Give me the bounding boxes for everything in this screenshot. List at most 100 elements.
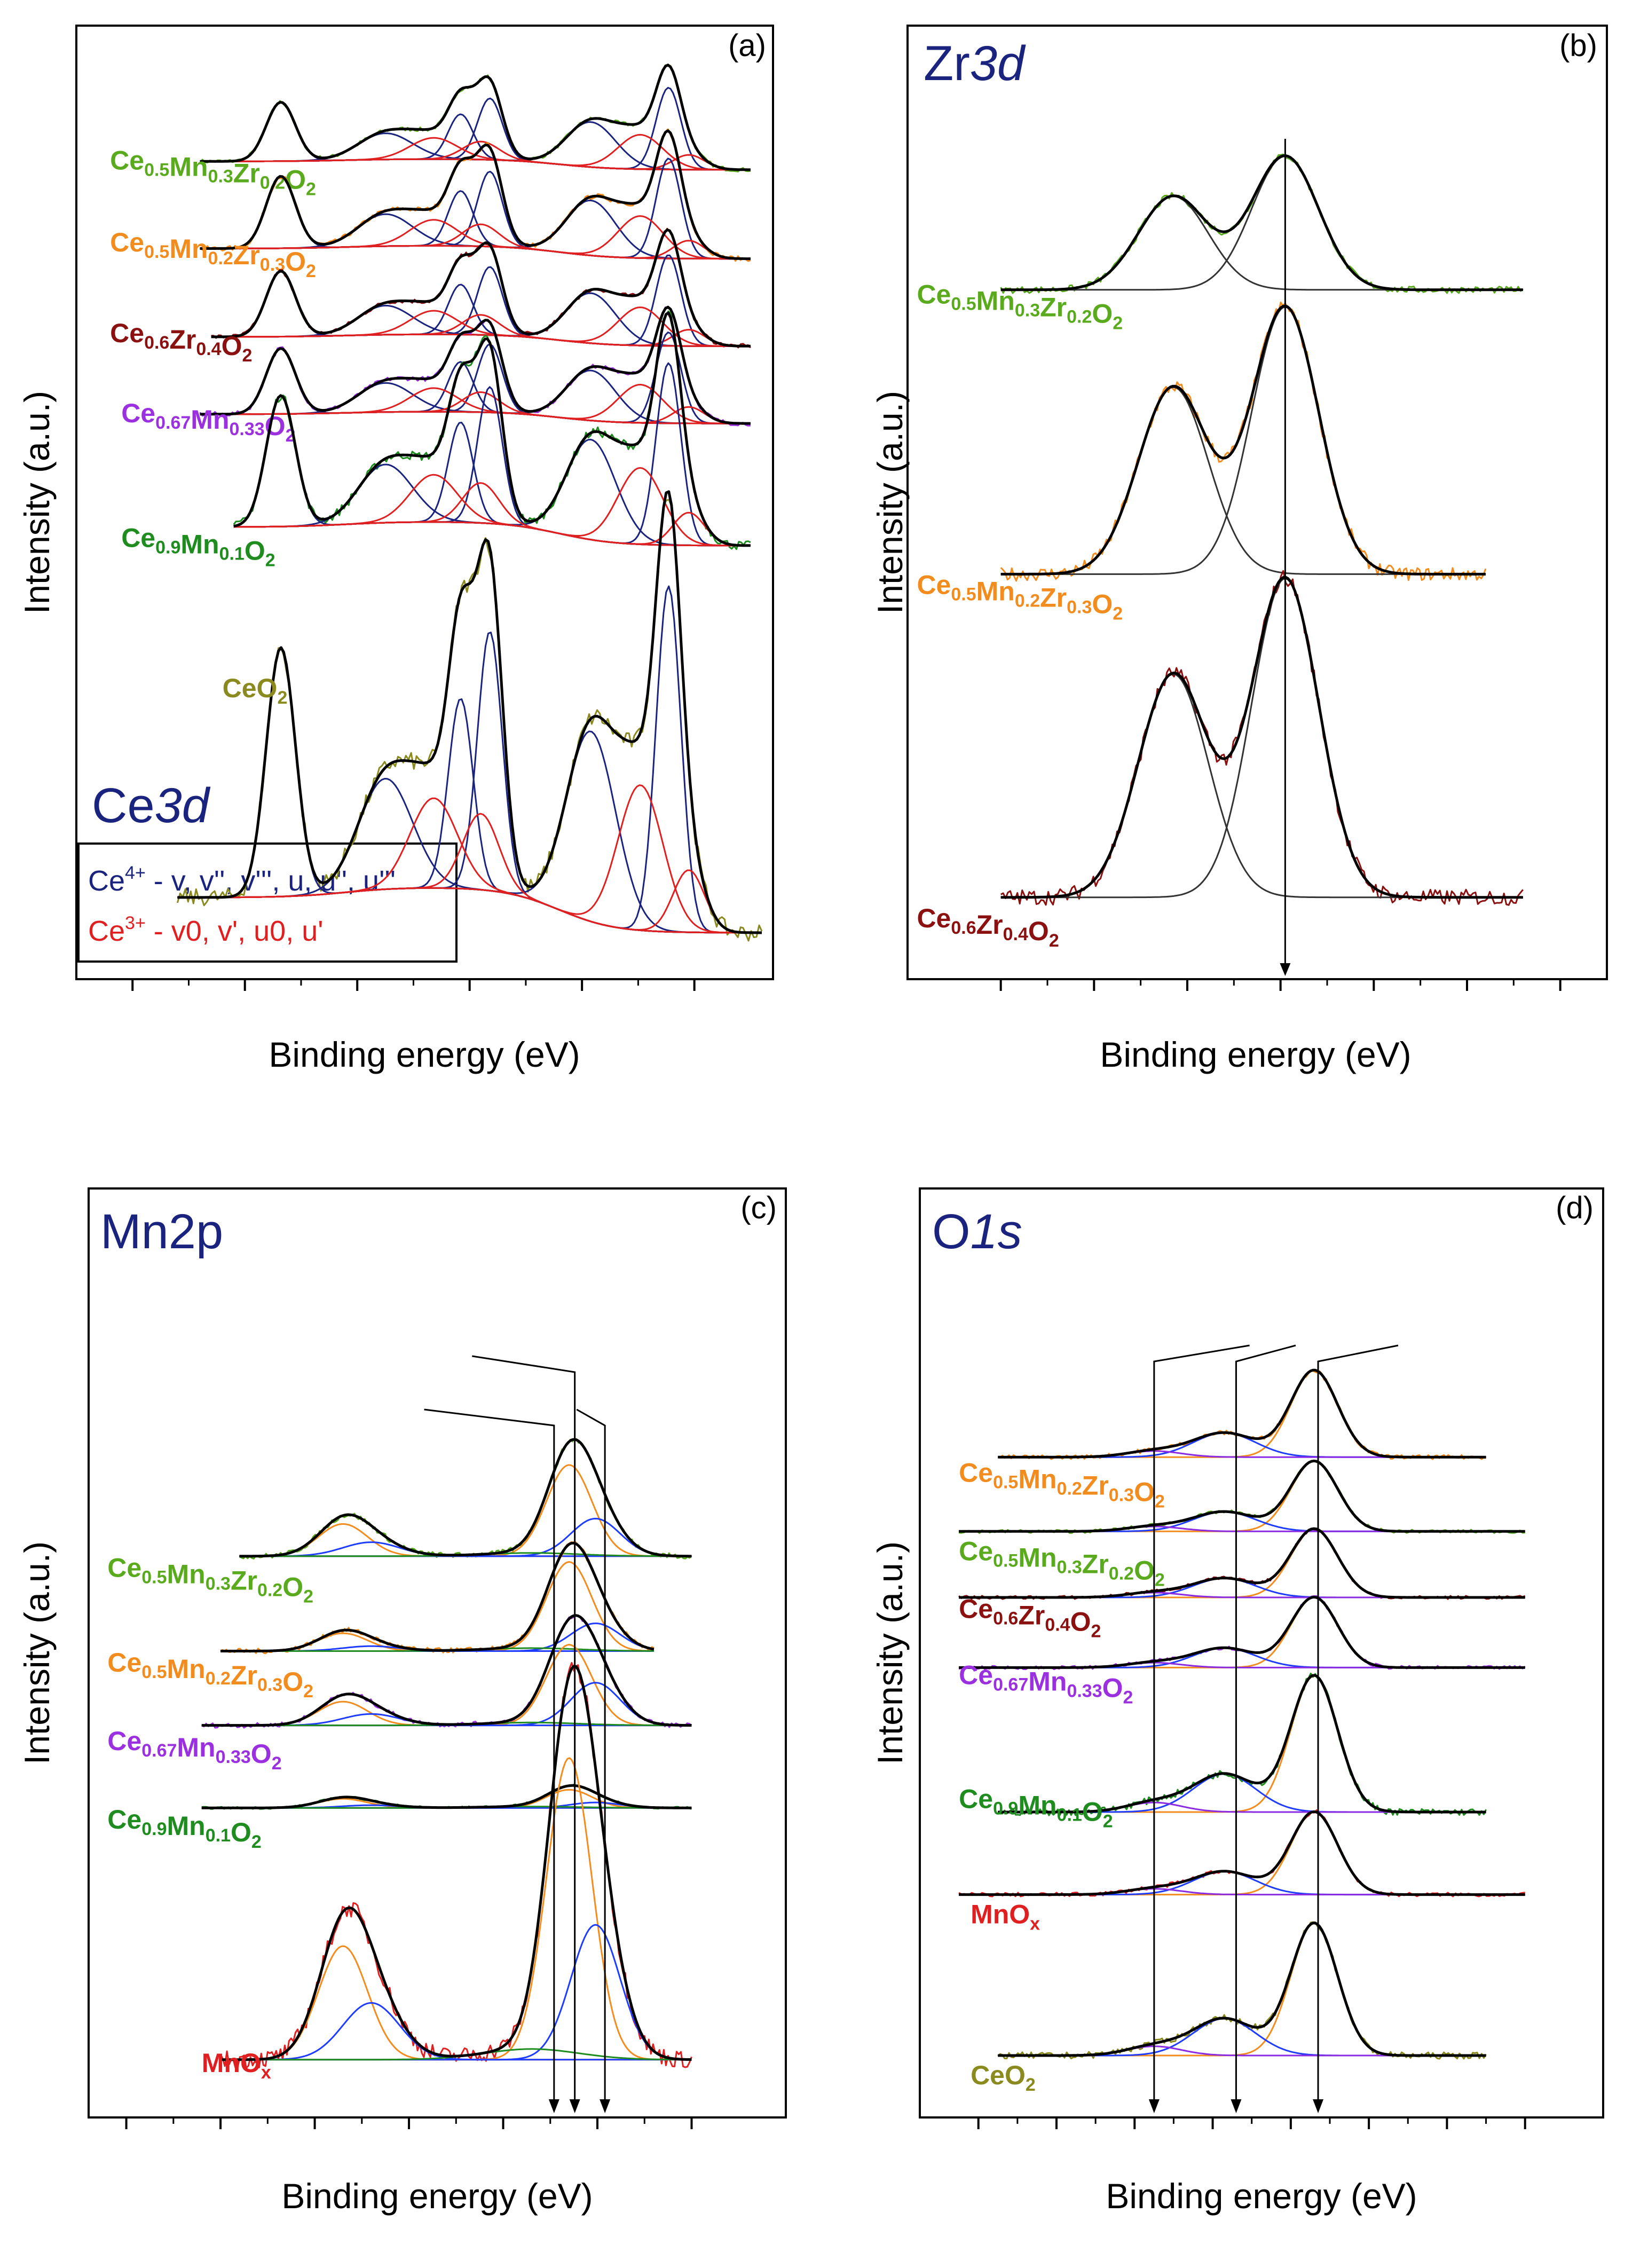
series-label-part: 0.4: [1045, 1615, 1070, 1635]
series-label: Ce0.5Mn0.2Zr0.3O2: [959, 1458, 1165, 1512]
series-label-part: O: [285, 164, 306, 194]
series-label-part: Zr: [1018, 1601, 1045, 1631]
series-label-part: 2: [272, 1753, 282, 1774]
legend: Ce4+ - v, v'', v''', u, u'', u''' Ce3+ -…: [77, 842, 458, 963]
mn2-component: [220, 2002, 692, 2061]
series-label-part: 0.4: [1003, 924, 1028, 944]
panel-a: (a) Intensity (a.u.) Binding energy (eV)…: [17, 25, 774, 1074]
series-label-part: 2: [303, 1681, 313, 1702]
series-label-part: 2: [1103, 1811, 1113, 1831]
series-label: MnOx: [971, 1900, 1040, 1934]
series-label-part: O: [1092, 589, 1113, 619]
series-label-part: O: [285, 247, 306, 277]
series-label-part: Ce: [959, 1594, 993, 1624]
x-axis: [125, 2117, 693, 2129]
series-label-part: x: [1030, 1914, 1040, 1934]
series-label-part: 0.2: [257, 1580, 282, 1600]
series-MnOx: MnOx: [958, 1809, 1525, 1934]
series-label-part: 0.2: [1067, 307, 1092, 327]
series-Ce0.6Zr0.4O2: Ce0.6Zr0.4O2: [917, 570, 1524, 951]
series-label-part: Zr: [231, 1660, 257, 1690]
series-label-part: 2: [303, 1586, 313, 1606]
series-label-part: 2: [1026, 2075, 1036, 2095]
envelope-fit-line: [200, 129, 751, 261]
series-label-part: 0.9: [993, 1798, 1018, 1818]
series-label-part: Zr: [231, 1565, 257, 1595]
ce3-component: [200, 219, 751, 260]
series-label-part: Mn: [1018, 1464, 1056, 1494]
series-label-part: Mn: [191, 405, 229, 435]
series-label-part: Zr: [1082, 1549, 1109, 1579]
envelope-fit-line: [959, 1459, 1525, 1533]
series-label-part: 2: [1113, 313, 1123, 334]
envelope-fit-line: [200, 64, 751, 171]
series-label-part: Mn: [167, 1559, 205, 1589]
series-label: Ce0.5Mn0.3Zr0.2O2: [110, 145, 316, 199]
envelope-fit-line: [211, 228, 751, 348]
series-label-part: 2: [1123, 1687, 1133, 1707]
series-Ce0.9Mn0.1O2: Ce0.9Mn0.1O2: [959, 1672, 1487, 1831]
x-axis-label: Binding energy (eV): [1106, 2176, 1417, 2216]
series-Ce0.6Zr0.4O2: Ce0.6Zr0.4O2: [110, 227, 751, 366]
envelope-fit-line: [998, 1674, 1486, 1814]
series-label: Ce0.5Mn0.3Zr0.2O2: [959, 1536, 1165, 1590]
series-label-part: 0.9: [155, 538, 180, 558]
series-label: Ce0.67Mn0.33O2: [107, 1726, 281, 1774]
series-label-part: 0.3: [206, 1573, 231, 1594]
legend-entry-ce3: Ce3+ - v0, v', u0, u': [88, 913, 324, 947]
reference-leader-line: [472, 1355, 576, 2106]
series-label-part: O: [222, 331, 242, 361]
series-label: Ce0.5Mn0.3Zr0.2O2: [107, 1553, 313, 1606]
series-label: Ce0.5Mn0.2Zr0.3O2: [110, 227, 316, 281]
series-label: Ce0.5Mn0.3Zr0.2O2: [917, 280, 1123, 334]
series-label: Ce0.6Zr0.4O2: [917, 903, 1059, 951]
series-label: Ce0.6Zr0.4O2: [959, 1594, 1101, 1642]
series-label-part: Mn: [167, 1811, 205, 1841]
reference-arrow-head: [1231, 2099, 1242, 2113]
y-axis-label: Intensity (a.u.): [17, 391, 57, 614]
series-label-part: Mn: [177, 1732, 215, 1762]
series-label-part: Mn: [976, 577, 1015, 607]
series-label: Ce0.67Mn0.33O2: [959, 1660, 1133, 1707]
series-label-part: Zr: [233, 240, 260, 270]
envelope-fit-line: [959, 1527, 1525, 1599]
series-label-part: O: [1134, 1555, 1155, 1585]
panel-c: (c) Intensity (a.u.) Binding energy (eV)…: [17, 1187, 787, 2216]
series-label-part: Mn: [169, 234, 208, 264]
reference-arrow-head: [569, 2099, 580, 2113]
series-label-part: 0.5: [141, 1662, 167, 1682]
reference-leader-line: [576, 1408, 606, 2106]
series-label: Ce0.9Mn0.1O2: [107, 1805, 261, 1852]
series-label-part: 0.1: [1057, 1805, 1082, 1825]
traces: Ce0.5Mn0.3Zr0.2O2Ce0.5Mn0.2Zr0.3O2Ce0.6Z…: [917, 153, 1524, 951]
series-label-part: 2: [1091, 1621, 1101, 1642]
series-label-part: 0.2: [1109, 1563, 1134, 1584]
traces: Ce0.5Mn0.2Zr0.3O2 Ce0.5Mn0.3Zr0.2O2Ce0.6Z…: [958, 1368, 1526, 2095]
series-label-part: 0.33: [216, 1747, 251, 1767]
series-label-part: Ce: [917, 280, 951, 310]
series-label-part: 0.5: [144, 160, 169, 180]
series-label-part: 2: [251, 1832, 262, 1852]
series-label-part: 2: [1113, 604, 1123, 624]
panel-title: Mn2p: [100, 1204, 223, 1259]
envelope-fit-line: [201, 1784, 692, 1809]
traces: Ce0.5Mn0.3Zr0.2O2Ce0.5Mn0.2Zr0.3O2Ce0.67…: [107, 1438, 692, 2083]
series-CeO2: CeO2: [176, 490, 763, 942]
series-label-part: 0.3: [1109, 1485, 1134, 1506]
series-label-part: Ce: [107, 1726, 141, 1756]
series-Ce0.9Mn0.1O2: Ce0.9Mn0.1O2: [107, 1784, 692, 1852]
envelope-fit-line: [177, 490, 762, 934]
reference-leader-line: [1235, 1344, 1296, 2106]
series-Ce0.67Mn0.33O2: Ce0.67Mn0.33 O2: [121, 305, 751, 446]
series-label-part: 0.67: [141, 1741, 177, 1761]
series-label-part: 0.2: [1057, 1479, 1082, 1499]
series-label-part: 0.9: [141, 1819, 167, 1839]
panel-corner-label: (a): [728, 28, 766, 63]
series-Ce0.6Zr0.4O2: Ce0.6Zr0.4O2: [958, 1527, 1526, 1642]
series-label-part: O: [231, 1817, 251, 1847]
plot-frame: [906, 25, 1608, 980]
series-label-part: 2: [265, 550, 275, 571]
envelope-fit-line: [200, 305, 751, 425]
x-axis: [999, 979, 1562, 991]
